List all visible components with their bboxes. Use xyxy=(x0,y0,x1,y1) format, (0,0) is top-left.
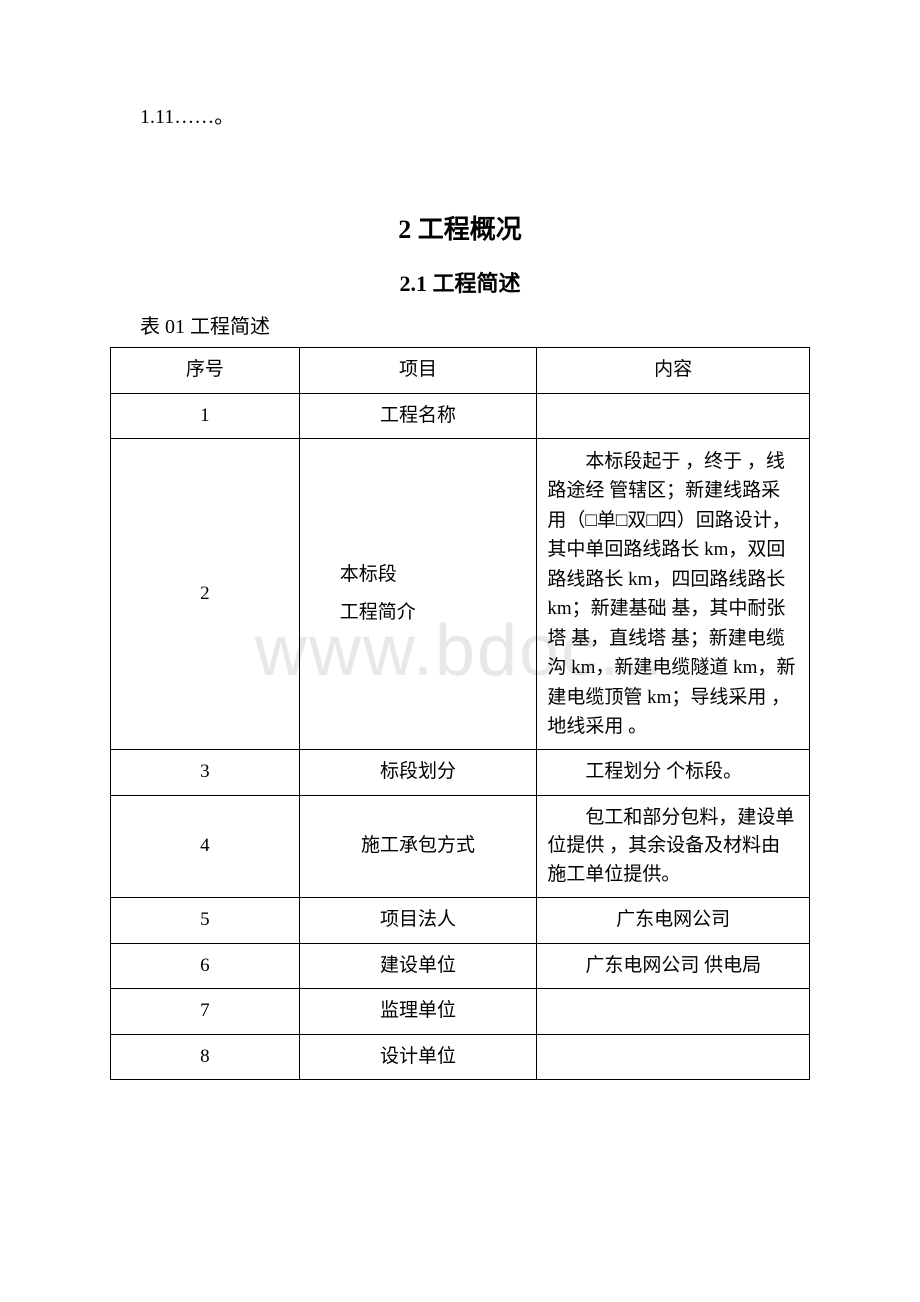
cell-item: 项目法人 xyxy=(299,898,537,944)
cell-seq: 6 xyxy=(111,943,300,989)
intro-paragraph: 1.11……。 xyxy=(140,100,810,129)
header-cell-seq: 序号 xyxy=(111,348,300,394)
header-cell-item: 项目 xyxy=(299,348,537,394)
table-row: 8 设计单位 xyxy=(111,1034,810,1080)
cell-content: 广东电网公司 供电局 xyxy=(537,943,810,989)
table-row: 5 项目法人 广东电网公司 xyxy=(111,898,810,944)
table-row: 3 标段划分 工程划分 个标段。 xyxy=(111,750,810,796)
cell-content xyxy=(537,989,810,1035)
cell-seq: 5 xyxy=(111,898,300,944)
cell-item: 标段划分 xyxy=(299,750,537,796)
section-heading-2-1: 2.1 工程简述 xyxy=(110,266,810,298)
cell-content xyxy=(537,1034,810,1080)
cell-content: 广东电网公司 xyxy=(537,898,810,944)
table-row: 6 建设单位 广东电网公司 供电局 xyxy=(111,943,810,989)
table-row: 4 施工承包方式 包工和部分包料，建设单位提供 ，其余设备及材料由施工单位提供。 xyxy=(111,795,810,898)
cell-seq: 3 xyxy=(111,750,300,796)
section-heading-2: 2 工程概况 xyxy=(110,209,810,246)
table-row: 7 监理单位 xyxy=(111,989,810,1035)
document-content: 1.11……。 2 工程概况 2.1 工程简述 表 01 工程简述 序号 项目 … xyxy=(110,100,810,1080)
cell-item: 设计单位 xyxy=(299,1034,537,1080)
cell-content xyxy=(537,393,810,439)
cell-content: 包工和部分包料，建设单位提供 ，其余设备及材料由施工单位提供。 xyxy=(537,795,810,898)
cell-seq: 7 xyxy=(111,989,300,1035)
project-summary-table: 序号 项目 内容 1 工程名称 2 本标段 工程简介 本标段起于 ，终于 ，线路… xyxy=(110,347,810,1080)
cell-seq: 1 xyxy=(111,393,300,439)
cell-seq: 2 xyxy=(111,439,300,750)
cell-seq: 4 xyxy=(111,795,300,898)
header-cell-content: 内容 xyxy=(537,348,810,394)
cell-item: 监理单位 xyxy=(299,989,537,1035)
cell-seq: 8 xyxy=(111,1034,300,1080)
table-header-row: 序号 项目 内容 xyxy=(111,348,810,394)
table-caption: 表 01 工程简述 xyxy=(140,310,810,339)
cell-content: 本标段起于 ，终于 ，线路途经 管辖区；新建线路采用（□单□双□四）回路设计，其… xyxy=(537,439,810,750)
cell-item: 施工承包方式 xyxy=(299,795,537,898)
cell-item: 建设单位 xyxy=(299,943,537,989)
cell-item: 工程名称 xyxy=(299,393,537,439)
cell-item: 本标段 工程简介 xyxy=(299,439,537,750)
cell-content: 工程划分 个标段。 xyxy=(537,750,810,796)
table-row: 1 工程名称 xyxy=(111,393,810,439)
table-row: 2 本标段 工程简介 本标段起于 ，终于 ，线路途经 管辖区；新建线路采用（□单… xyxy=(111,439,810,750)
